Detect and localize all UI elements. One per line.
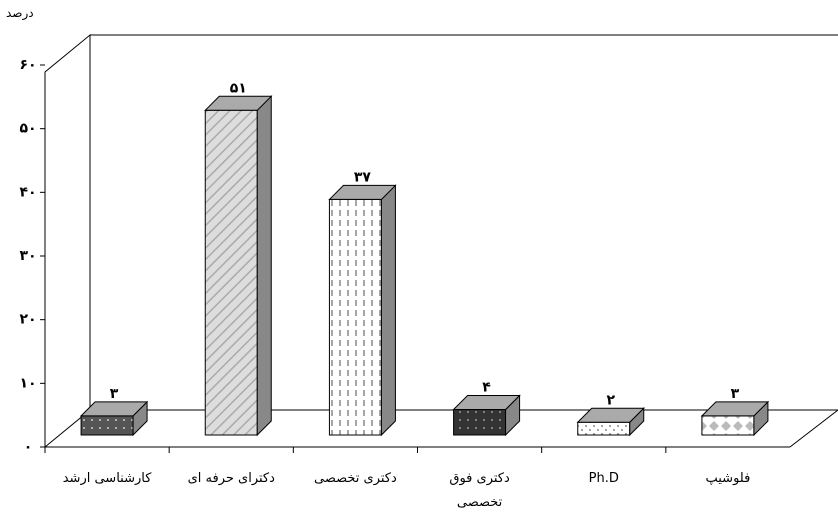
x-tick-label: فلوشیپ	[705, 471, 751, 486]
bar-top	[204, 95, 273, 111]
y-axis-label: درصد	[6, 6, 34, 20]
bar-top	[700, 401, 770, 417]
bar-front	[204, 109, 258, 436]
bar	[328, 184, 397, 437]
bar-top	[576, 407, 645, 423]
y-tick-label: ۵۰	[19, 121, 36, 137]
y-tick-label: ۰	[24, 439, 33, 455]
value-label: ۳۷	[354, 169, 372, 185]
y-tick-label: ۱۰	[19, 375, 36, 391]
value-label: ۳	[731, 386, 740, 402]
bar	[576, 407, 645, 437]
bar-front	[328, 198, 382, 436]
x-tick-label: دکتری فوق تخصصی	[449, 471, 510, 510]
bar	[452, 394, 521, 437]
y-tick-label: ۴۰	[19, 184, 36, 200]
y-tick-label: ۶۰	[19, 57, 36, 73]
value-label: ۵۱	[230, 80, 247, 96]
back-wall	[44, 33, 91, 448]
bar-front	[453, 409, 507, 436]
bar-front	[577, 421, 631, 436]
x-tick-label: Ph.D	[588, 471, 619, 486]
bar-top	[79, 401, 149, 417]
x-tick-label: دکتری تخصصی	[314, 471, 397, 486]
bar	[700, 400, 770, 437]
bar	[79, 400, 149, 437]
value-label: ۴	[482, 380, 491, 396]
bar-top	[452, 395, 521, 411]
bar-side	[256, 95, 272, 437]
y-tick-label: ۳۰	[19, 248, 36, 264]
bar-top	[328, 184, 397, 200]
bar	[204, 95, 273, 437]
bar-side	[380, 184, 396, 437]
bar-front	[80, 415, 134, 436]
y-tick-label: ۲۰	[19, 312, 36, 328]
floor-edge	[789, 409, 838, 448]
x-tick-label: دکترای حرفه ای	[187, 471, 275, 486]
value-label: ۳	[110, 386, 119, 402]
value-label: ۲	[606, 392, 615, 408]
bar-front	[701, 415, 755, 436]
x-tick-label: کارشناسی ارشد	[62, 471, 152, 486]
